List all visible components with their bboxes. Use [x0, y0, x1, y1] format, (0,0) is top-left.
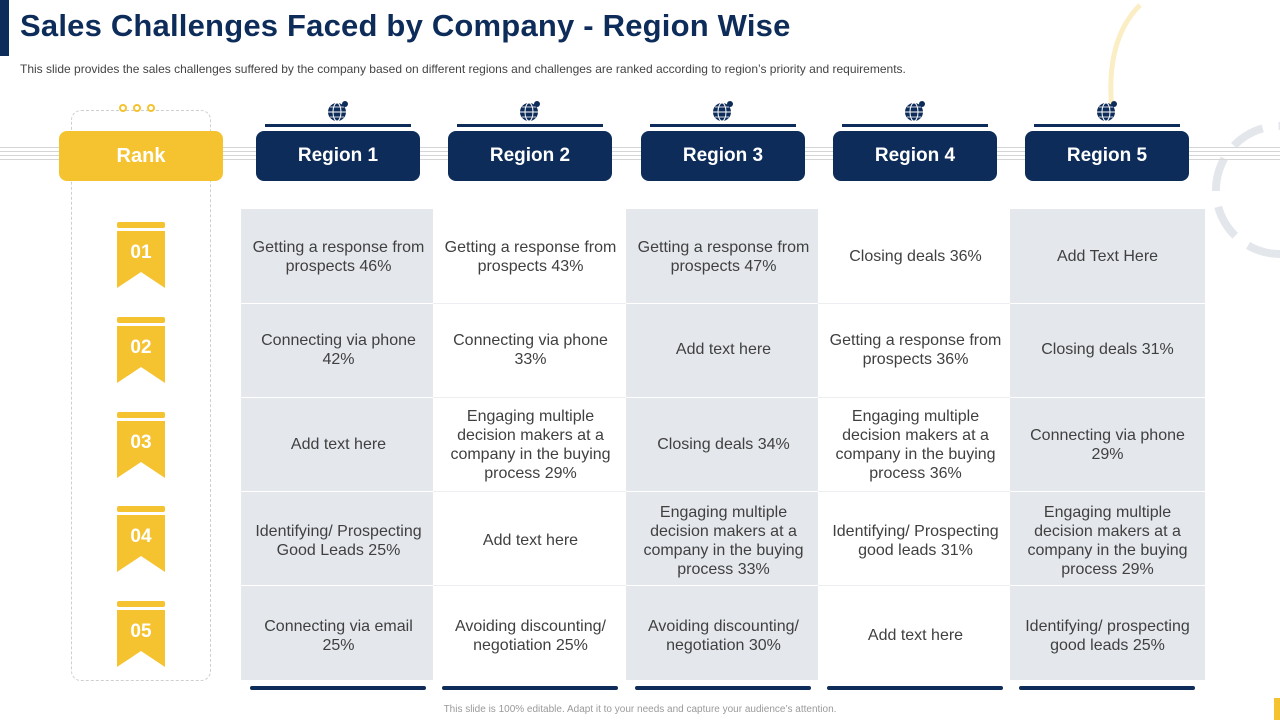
challenge-cell: Add text here [675, 341, 772, 358]
region-header: Region 1 [256, 131, 420, 181]
region-header-line [1034, 124, 1180, 127]
row-divider [241, 585, 436, 586]
rank-dots-icon [119, 104, 155, 112]
row-divider [433, 491, 628, 492]
rank-ribbon-icon [117, 601, 165, 667]
rank-number: 04 [130, 526, 152, 547]
challenge-cell: Engaging multiple decision makers at a c… [835, 407, 996, 482]
row-divider [433, 585, 628, 586]
globe-icon [520, 101, 540, 122]
row-divider [626, 491, 821, 492]
region-header: Region 4 [833, 131, 997, 181]
rank-ribbon-icon [117, 317, 165, 383]
row-divider [818, 397, 1013, 398]
rank-number: 02 [130, 337, 152, 358]
region-bottom-bar [250, 686, 426, 690]
region-column-background [433, 209, 628, 680]
decorative-lines [0, 147, 1280, 163]
globe-icon [713, 101, 733, 122]
region-bottom-bar [1019, 686, 1195, 690]
row-divider [1010, 303, 1205, 304]
challenge-cell: Engaging multiple decision makers at a c… [1027, 503, 1188, 578]
challenge-cell: Identifying/ prospecting good leads 25% [1025, 617, 1190, 654]
region-bottom-bar [442, 686, 618, 690]
challenge-cell: Getting a response from prospects 47% [637, 238, 810, 275]
row-divider [818, 303, 1013, 304]
challenge-cell: Add Text Here [1056, 248, 1159, 265]
challenge-cell: Engaging multiple decision makers at a c… [450, 407, 611, 482]
region-bottom-bar [827, 686, 1003, 690]
rank-number: 03 [130, 432, 152, 453]
challenge-cell: Add text here [867, 627, 964, 644]
row-divider [241, 397, 436, 398]
title-accent-bar [0, 0, 9, 56]
region-column-background [626, 209, 821, 680]
region-header: Region 5 [1025, 131, 1189, 181]
region-bottom-bar [635, 686, 811, 690]
challenge-cell: Connecting via phone 29% [1030, 426, 1185, 463]
challenge-cell: Getting a response from prospects 46% [252, 238, 425, 275]
region-column-background [241, 209, 436, 680]
challenge-cell: Add text here [482, 532, 579, 549]
challenge-cell: Engaging multiple decision makers at a c… [643, 503, 804, 578]
challenge-cell: Avoiding discounting/ negotiation 25% [455, 617, 606, 654]
row-divider [626, 397, 821, 398]
row-divider [818, 585, 1013, 586]
row-divider [1010, 397, 1205, 398]
challenge-cell: Connecting via phone 42% [261, 331, 416, 368]
rank-ribbon-icon [117, 506, 165, 572]
region-column-background [1010, 209, 1205, 680]
globe-icon [328, 101, 348, 122]
rank-ribbon-icon [117, 222, 165, 288]
region-header: Region 3 [641, 131, 805, 181]
row-divider [1010, 491, 1205, 492]
globe-icon [1097, 101, 1117, 122]
region-header-line [265, 124, 411, 127]
page-title: Sales Challenges Faced by Company - Regi… [20, 8, 791, 43]
challenge-cell: Closing deals 36% [849, 248, 982, 265]
page-subtitle: This slide provides the sales challenges… [20, 62, 906, 76]
rank-header: Rank [59, 131, 223, 181]
corner-accent [1274, 698, 1280, 720]
region-header-line [650, 124, 796, 127]
rank-number: 01 [130, 242, 152, 263]
challenge-cell: Connecting via phone 33% [453, 331, 608, 368]
challenge-cell: Getting a response from prospects 36% [829, 331, 1002, 368]
row-divider [626, 303, 821, 304]
region-column-background [818, 209, 1013, 680]
footer-note: This slide is 100% editable. Adapt it to… [443, 704, 837, 715]
globe-icon [905, 101, 925, 122]
challenge-cell: Connecting via email 25% [264, 617, 413, 654]
challenge-cell: Identifying/ Prospecting Good Leads 25% [255, 522, 422, 559]
row-divider [241, 491, 436, 492]
row-divider [241, 303, 436, 304]
region-header-line [842, 124, 988, 127]
row-divider [433, 397, 628, 398]
region-header-line [457, 124, 603, 127]
region-header: Region 2 [448, 131, 612, 181]
challenge-cell: Getting a response from prospects 43% [444, 238, 617, 275]
challenge-cell: Identifying/ Prospecting good leads 31% [832, 522, 999, 559]
challenge-cell: Closing deals 31% [1041, 341, 1174, 358]
rank-number: 05 [130, 621, 152, 642]
challenge-cell: Avoiding discounting/ negotiation 30% [648, 617, 799, 654]
row-divider [818, 491, 1013, 492]
row-divider [433, 303, 628, 304]
rank-ribbon-icon [117, 412, 165, 478]
rank-column-frame [71, 110, 211, 681]
challenge-cell: Closing deals 34% [657, 436, 790, 453]
row-divider [1010, 585, 1205, 586]
challenge-cell: Add text here [290, 436, 387, 453]
row-divider [626, 585, 821, 586]
